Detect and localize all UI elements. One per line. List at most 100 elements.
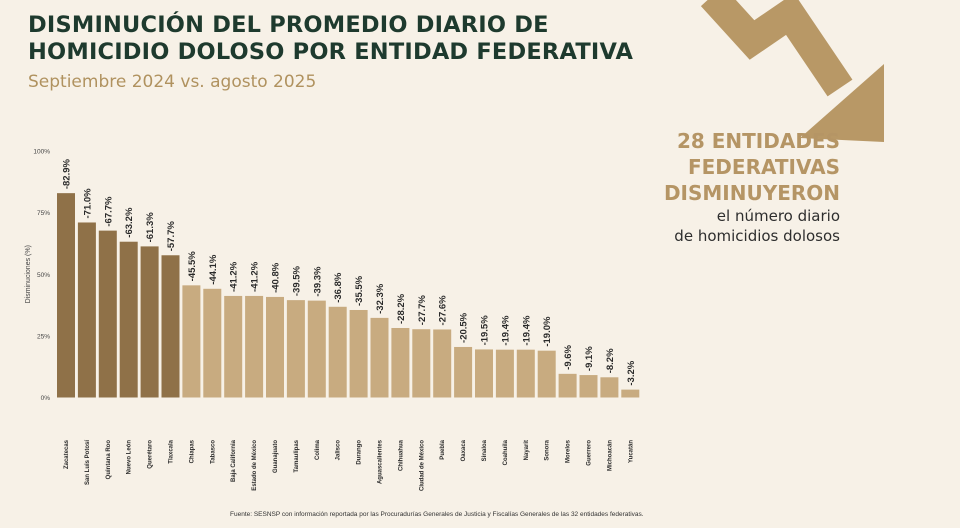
category-label: Durango <box>357 440 363 465</box>
y-tick-label: 25% <box>37 333 50 340</box>
data-label: -82.9% <box>62 158 73 189</box>
category-label: Nayarit <box>524 440 530 460</box>
bar <box>266 296 284 398</box>
data-label: -3.2% <box>626 360 637 385</box>
category-label: Tlaxcala <box>169 439 175 463</box>
data-label: -8.2% <box>605 348 616 373</box>
category-label: Coahuila <box>503 439 509 465</box>
data-label: -41.2% <box>229 261 240 292</box>
data-label: -19.5% <box>480 315 491 346</box>
data-label: -40.8% <box>271 262 282 293</box>
data-label: -57.7% <box>166 221 177 252</box>
data-label: -20.5% <box>459 312 470 343</box>
callout-line-4: el número diario <box>716 207 840 225</box>
callout: 28 ENTIDADES FEDERATIVAS DISMINUYERON el… <box>590 128 840 246</box>
category-label: Quintana Roo <box>106 440 112 480</box>
category-label: San Luis Potosí <box>85 440 91 485</box>
bar <box>370 317 389 398</box>
category-label: Zacatecas <box>64 439 70 469</box>
bar <box>161 255 180 398</box>
category-label: Chiapas <box>189 439 195 463</box>
bar <box>307 300 326 398</box>
bar <box>516 349 535 398</box>
data-label: -45.5% <box>187 251 198 282</box>
data-label: -27.6% <box>438 295 449 326</box>
source-note: Fuente: SESNSP con información reportada… <box>230 511 644 518</box>
subtitle: Septiembre 2024 vs. agosto 2025 <box>28 72 317 92</box>
bar <box>98 230 117 398</box>
bar <box>412 329 431 398</box>
y-tick-label: 75% <box>37 210 50 217</box>
y-axis-label: Disminuciones (%) <box>25 245 32 303</box>
data-label: -71.0% <box>82 188 93 219</box>
bar <box>475 349 493 398</box>
bar <box>119 241 138 398</box>
bar <box>433 329 452 398</box>
bar <box>621 389 640 398</box>
data-label: -39.3% <box>312 266 323 297</box>
data-label: -32.3% <box>375 283 386 314</box>
bar <box>57 193 75 398</box>
bar <box>391 327 410 398</box>
category-label: Aguascalientes <box>378 439 384 484</box>
data-label: -19.4% <box>521 315 532 346</box>
bar <box>558 373 577 398</box>
bar <box>579 375 598 398</box>
arrow-body <box>700 0 853 97</box>
callout-line-2: FEDERATIVAS <box>687 155 840 179</box>
title-line-1: DISMINUCIÓN DEL PROMEDIO DIARIO DE <box>28 12 549 38</box>
bar <box>537 350 556 398</box>
bar <box>454 346 473 398</box>
category-label: Sinaloa <box>482 439 488 461</box>
data-label: -35.5% <box>354 275 365 306</box>
bar <box>203 288 222 398</box>
category-label: Nuevo León <box>127 440 133 475</box>
data-label: -9.1% <box>584 346 595 371</box>
category-label: Oaxaca <box>461 439 467 461</box>
category-label: Puebla <box>440 439 446 459</box>
bar <box>328 306 347 398</box>
data-label: -63.2% <box>124 207 135 238</box>
category-label: Michoacán <box>607 440 613 471</box>
y-tick-label: 50% <box>37 272 50 279</box>
bar <box>182 285 201 398</box>
data-label: -36.8% <box>333 272 344 303</box>
category-label: Chihuahua <box>398 439 404 471</box>
data-label: -27.7% <box>417 295 428 326</box>
data-label: -67.7% <box>103 196 114 227</box>
arrow-head <box>800 64 884 142</box>
bar <box>245 295 264 398</box>
data-label: -19.0% <box>542 316 553 347</box>
category-label: Colima <box>315 439 321 460</box>
category-label: Guerrero <box>587 440 593 466</box>
data-label: -9.6% <box>563 344 574 369</box>
category-label: Guanajuato <box>273 440 279 473</box>
callout-line-1: 28 ENTIDADES <box>676 129 840 153</box>
callout-line-5: de homicidios dolosos <box>674 227 840 245</box>
bar <box>286 300 305 398</box>
data-label: -19.4% <box>500 315 511 346</box>
bar <box>77 222 96 398</box>
bar <box>140 246 159 398</box>
y-tick-label: 0% <box>41 395 51 402</box>
category-label: Tabasco <box>210 440 216 464</box>
title-line-2: HOMICIDIO DOLOSO POR ENTIDAD FEDERATIVA <box>28 39 634 65</box>
data-label: -44.1% <box>208 254 219 285</box>
page-title: DISMINUCIÓN DEL PROMEDIO DIARIO DE HOMIC… <box>28 12 633 66</box>
category-label: Baja California <box>231 439 237 482</box>
category-label: Querétaro <box>148 440 154 469</box>
category-label: Ciudad de México <box>419 440 425 491</box>
category-label: Tamaulipas <box>294 439 300 472</box>
callout-line-3: DISMINUYERON <box>663 181 840 205</box>
bar <box>600 377 619 398</box>
category-label: Sonora <box>545 439 551 460</box>
bar <box>224 295 243 398</box>
y-tick-label: 100% <box>33 149 50 156</box>
category-label: Estado de México <box>252 440 258 491</box>
data-label: -28.2% <box>396 293 407 324</box>
data-label: -61.3% <box>145 212 156 243</box>
category-label: Jalisco <box>336 440 342 461</box>
category-label: Yucatán <box>628 440 634 463</box>
data-label: -41.2% <box>250 261 261 292</box>
